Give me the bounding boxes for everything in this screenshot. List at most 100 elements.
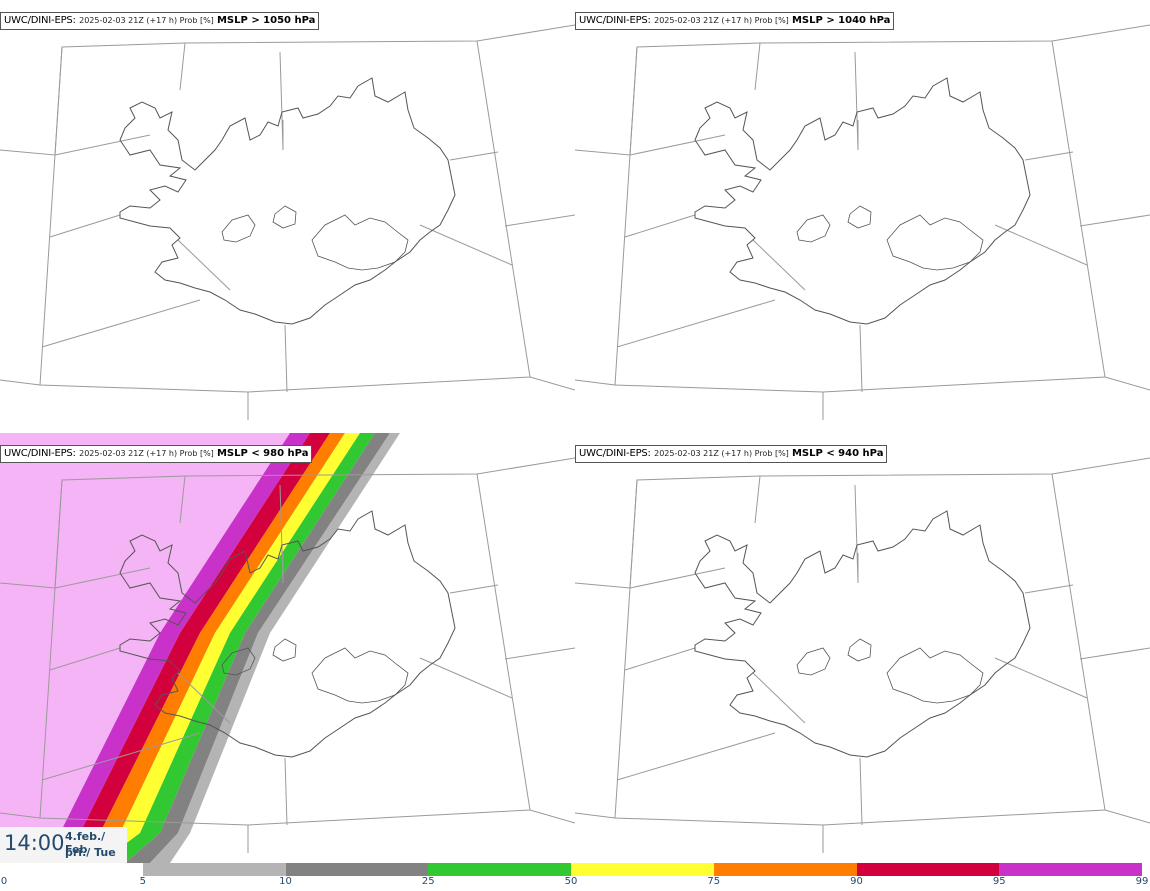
grid-line [994, 657, 1088, 699]
grid-line [624, 214, 696, 238]
legend-swatch [999, 863, 1142, 876]
grid-line [54, 567, 151, 589]
grid-line [616, 732, 776, 781]
map-panel-mslp-gt-1050: UWC/DINI-EPS: 2025-02-03 21Z (+17 h) Pro… [0, 0, 575, 430]
grid-line [529, 809, 575, 824]
grid-line [752, 672, 806, 724]
legend-tick-label: 10 [279, 876, 292, 887]
legend-swatch [713, 863, 857, 876]
model-name: UWC/DINI-EPS [579, 448, 648, 459]
probability-band-3 [40, 433, 345, 863]
grid-line [575, 812, 616, 819]
grid-line [752, 239, 806, 291]
probability-band-7 [150, 433, 400, 863]
grid-line [1024, 584, 1074, 594]
grid-line [41, 732, 201, 781]
legend-tick-label: 90 [850, 876, 863, 887]
iceland-coastline [694, 77, 1031, 325]
grid-line [177, 239, 231, 291]
legend-tick-label: 50 [564, 876, 578, 887]
legend-tick-label: 95 [992, 876, 1006, 887]
grid-line [0, 379, 41, 386]
panel-title: UWC/DINI-EPS: 2025-02-03 21Z (+17 h) Pro… [575, 12, 895, 30]
grid-line [284, 324, 288, 393]
run-info: 2025-02-03 21Z (+17 h) Prob [%] [654, 16, 789, 25]
probability-band-2 [20, 433, 330, 863]
legend-swatch [0, 863, 143, 876]
grid-line [41, 299, 201, 348]
valid-weekday: þri./ Tue [65, 846, 116, 859]
grid-line [994, 224, 1088, 266]
probability-band-0 [0, 433, 290, 863]
grid-line [754, 42, 761, 91]
run-info: 2025-02-03 21Z (+17 h) Prob [%] [654, 449, 789, 458]
glacier-outline [311, 647, 409, 704]
grid-line [1079, 214, 1150, 227]
grid-line [0, 457, 575, 589]
glacier-outline [847, 638, 872, 662]
grid-line [49, 647, 121, 671]
panel-title: UWC/DINI-EPS: 2025-02-03 21Z (+17 h) Pro… [575, 445, 888, 463]
map-panel-mslp-lt-980: UWC/DINI-EPS: 2025-02-03 21Z (+17 h) Pro… [0, 433, 575, 863]
map-canvas [575, 457, 1150, 853]
grid-line [54, 134, 151, 156]
grid-line [1024, 151, 1074, 161]
run-info: 2025-02-03 21Z (+17 h) Prob [%] [79, 449, 214, 458]
grid-line [616, 299, 776, 348]
grid-line [0, 812, 41, 819]
valid-date: 4.feb./ Feb [65, 830, 106, 856]
grid-line [0, 24, 575, 156]
threshold-label: MSLP < 940 hPa [791, 448, 884, 459]
grid-line [629, 134, 726, 156]
grid-line [179, 42, 186, 91]
panel-title: UWC/DINI-EPS: 2025-02-03 21Z (+17 h) Pro… [0, 445, 313, 463]
color-legend: 0 5 10 25 50 75 90 95 99 [0, 863, 1150, 891]
grid-line [859, 324, 863, 393]
grid-line [529, 376, 575, 391]
map-canvas [0, 24, 575, 420]
grid-line [859, 757, 863, 826]
grid-line [624, 647, 696, 671]
glacier-outline [886, 214, 984, 271]
threshold-label: MSLP < 980 hPa [216, 448, 309, 459]
map-canvas [0, 433, 575, 863]
grid-line [575, 379, 616, 386]
panel-title: UWC/DINI-EPS: 2025-02-03 21Z (+17 h) Pro… [0, 12, 320, 30]
threshold-label: MSLP > 1050 hPa [216, 15, 316, 26]
glacier-outline [311, 214, 409, 271]
model-name: UWC/DINI-EPS [4, 15, 73, 26]
grid-line [754, 475, 761, 524]
grid-line [1079, 647, 1150, 660]
glacier-outline [221, 647, 256, 676]
grid-line [1104, 809, 1150, 824]
legend-tick-label: 75 [707, 876, 721, 887]
legend-swatch [428, 863, 571, 876]
legend-tick-label: 25 [421, 876, 435, 887]
map-canvas [575, 24, 1150, 420]
grid-line [419, 657, 513, 699]
legend-tick-label: 0 [0, 876, 8, 887]
grid-line [419, 224, 513, 266]
legend-swatch [142, 863, 286, 876]
legend-tick-label: 99 [1135, 876, 1149, 887]
probability-band-1 [0, 433, 310, 863]
iceland-coastline [119, 77, 456, 325]
map-panel-mslp-lt-940: UWC/DINI-EPS: 2025-02-03 21Z (+17 h) Pro… [575, 433, 1150, 863]
grid-line [449, 584, 499, 594]
glacier-outline [796, 647, 831, 676]
glacier-outline [221, 214, 256, 243]
grid-line [575, 457, 1150, 589]
glacier-outline [796, 214, 831, 243]
grid-line [629, 567, 726, 589]
glacier-outline [847, 205, 872, 229]
glacier-outline [272, 638, 297, 662]
model-name: UWC/DINI-EPS [579, 15, 648, 26]
grid-line [449, 151, 499, 161]
iceland-coastline [119, 510, 456, 758]
legend-swatch [285, 863, 429, 876]
legend-swatch [571, 863, 714, 876]
grid-line [504, 214, 575, 227]
run-info: 2025-02-03 21Z (+17 h) Prob [%] [79, 16, 214, 25]
iceland-coastline [694, 510, 1031, 758]
legend-tick-label: 5 [139, 876, 146, 887]
